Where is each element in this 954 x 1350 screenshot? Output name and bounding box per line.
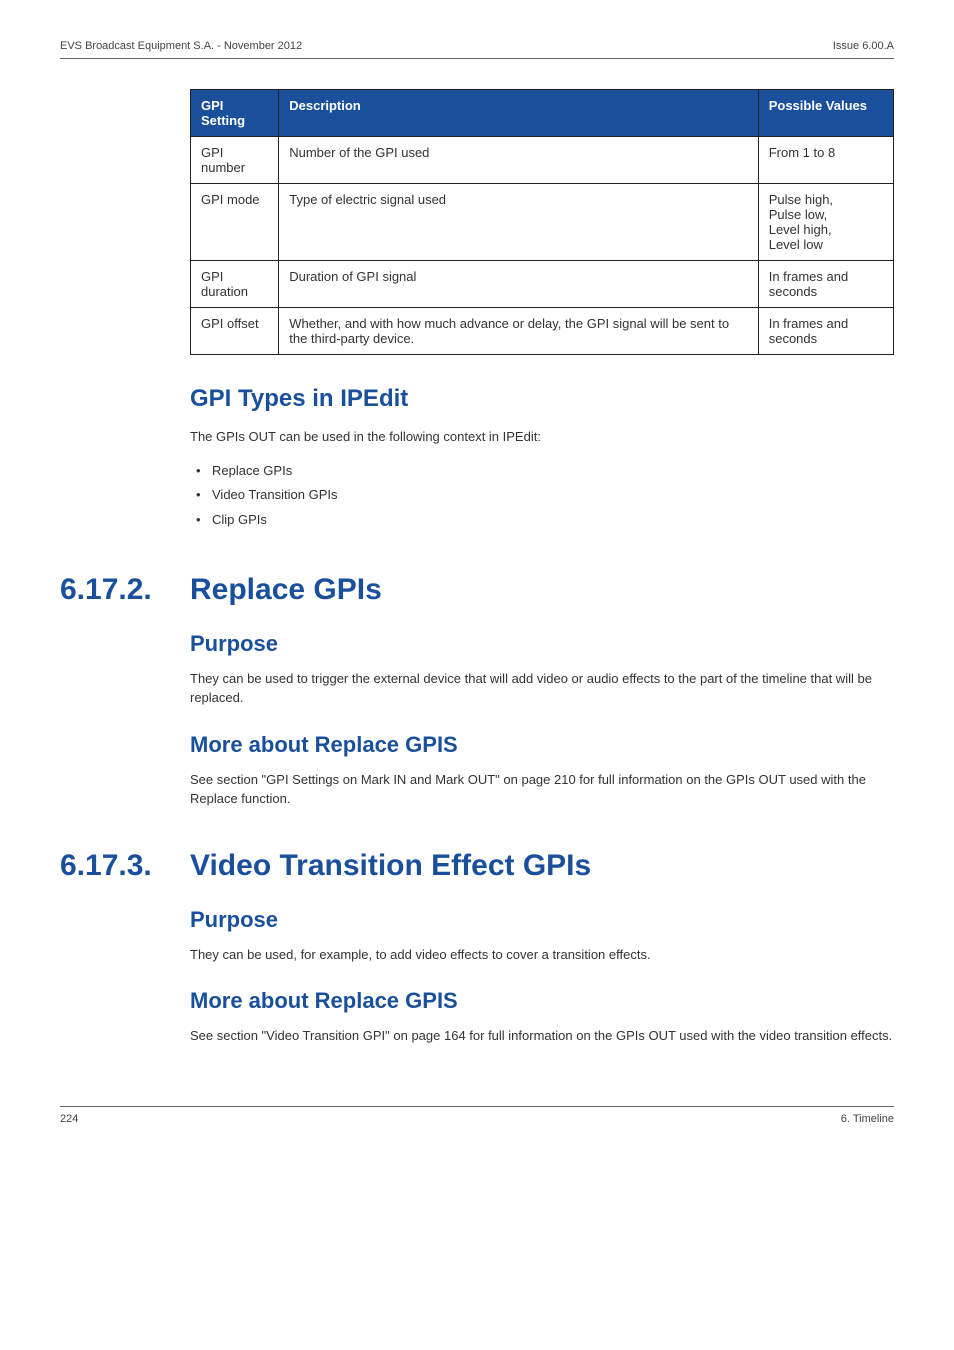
- table-row: GPI offset Whether, and with how much ad…: [191, 308, 894, 355]
- cell-values: In frames and seconds: [758, 308, 893, 355]
- purpose-text: They can be used, for example, to add vi…: [190, 945, 894, 965]
- gpi-types-intro: The GPIs OUT can be used in the followin…: [190, 427, 894, 447]
- section-title: Replace GPIs: [190, 573, 382, 607]
- section-6-17-3-heading: 6.17.3. Video Transition Effect GPIs: [60, 849, 894, 883]
- gpi-settings-table: GPI Setting Description Possible Values …: [190, 89, 894, 355]
- section-6-17-2-heading: 6.17.2. Replace GPIs: [60, 573, 894, 607]
- cell-values: Pulse high, Pulse low, Level high, Level…: [758, 184, 893, 261]
- page-container: EVS Broadcast Equipment S.A. - November …: [0, 0, 954, 1155]
- cell-description: Whether, and with how much advance or de…: [279, 308, 758, 355]
- header-right: Issue 6.00.A: [833, 40, 894, 52]
- section-6-17-3-body: Purpose They can be used, for example, t…: [190, 907, 894, 1046]
- section-title: Video Transition Effect GPIs: [190, 849, 591, 883]
- header-left: EVS Broadcast Equipment S.A. - November …: [60, 40, 302, 52]
- purpose-text: They can be used to trigger the external…: [190, 669, 894, 708]
- cell-description: Type of electric signal used: [279, 184, 758, 261]
- cell-setting: GPI duration: [191, 261, 279, 308]
- cell-description: Duration of GPI signal: [279, 261, 758, 308]
- heading-purpose: Purpose: [190, 631, 894, 657]
- list-item: Video Transition GPIs: [212, 483, 894, 508]
- heading-gpi-types: GPI Types in IPEdit: [190, 385, 894, 413]
- cell-description: Number of the GPI used: [279, 137, 758, 184]
- col-description: Description: [279, 90, 758, 137]
- cell-setting: GPI mode: [191, 184, 279, 261]
- table-row: GPI duration Duration of GPI signal In f…: [191, 261, 894, 308]
- page-footer: 224 6. Timeline: [60, 1106, 894, 1125]
- cell-values: From 1 to 8: [758, 137, 893, 184]
- list-item: Clip GPIs: [212, 508, 894, 533]
- table-header-row: GPI Setting Description Possible Values: [191, 90, 894, 137]
- more-text: See section "Video Transition GPI" on pa…: [190, 1026, 894, 1046]
- gpi-types-list: Replace GPIs Video Transition GPIs Clip …: [190, 459, 894, 533]
- cell-setting: GPI number: [191, 137, 279, 184]
- footer-chapter: 6. Timeline: [841, 1113, 894, 1125]
- heading-more-replace-gpis: More about Replace GPIS: [190, 732, 894, 758]
- table-row: GPI mode Type of electric signal used Pu…: [191, 184, 894, 261]
- heading-purpose: Purpose: [190, 907, 894, 933]
- section-6-17-2-body: Purpose They can be used to trigger the …: [190, 631, 894, 809]
- footer-page-number: 224: [60, 1113, 78, 1125]
- page-header: EVS Broadcast Equipment S.A. - November …: [60, 40, 894, 59]
- col-gpi-setting: GPI Setting: [191, 90, 279, 137]
- more-text: See section "GPI Settings on Mark IN and…: [190, 770, 894, 809]
- section-number: 6.17.3.: [60, 849, 190, 883]
- section-number: 6.17.2.: [60, 573, 190, 607]
- col-possible-values: Possible Values: [758, 90, 893, 137]
- table-row: GPI number Number of the GPI used From 1…: [191, 137, 894, 184]
- cell-setting: GPI offset: [191, 308, 279, 355]
- list-item: Replace GPIs: [212, 459, 894, 484]
- content-area: GPI Setting Description Possible Values …: [190, 89, 894, 533]
- heading-more-replace-gpis: More about Replace GPIS: [190, 988, 894, 1014]
- cell-values: In frames and seconds: [758, 261, 893, 308]
